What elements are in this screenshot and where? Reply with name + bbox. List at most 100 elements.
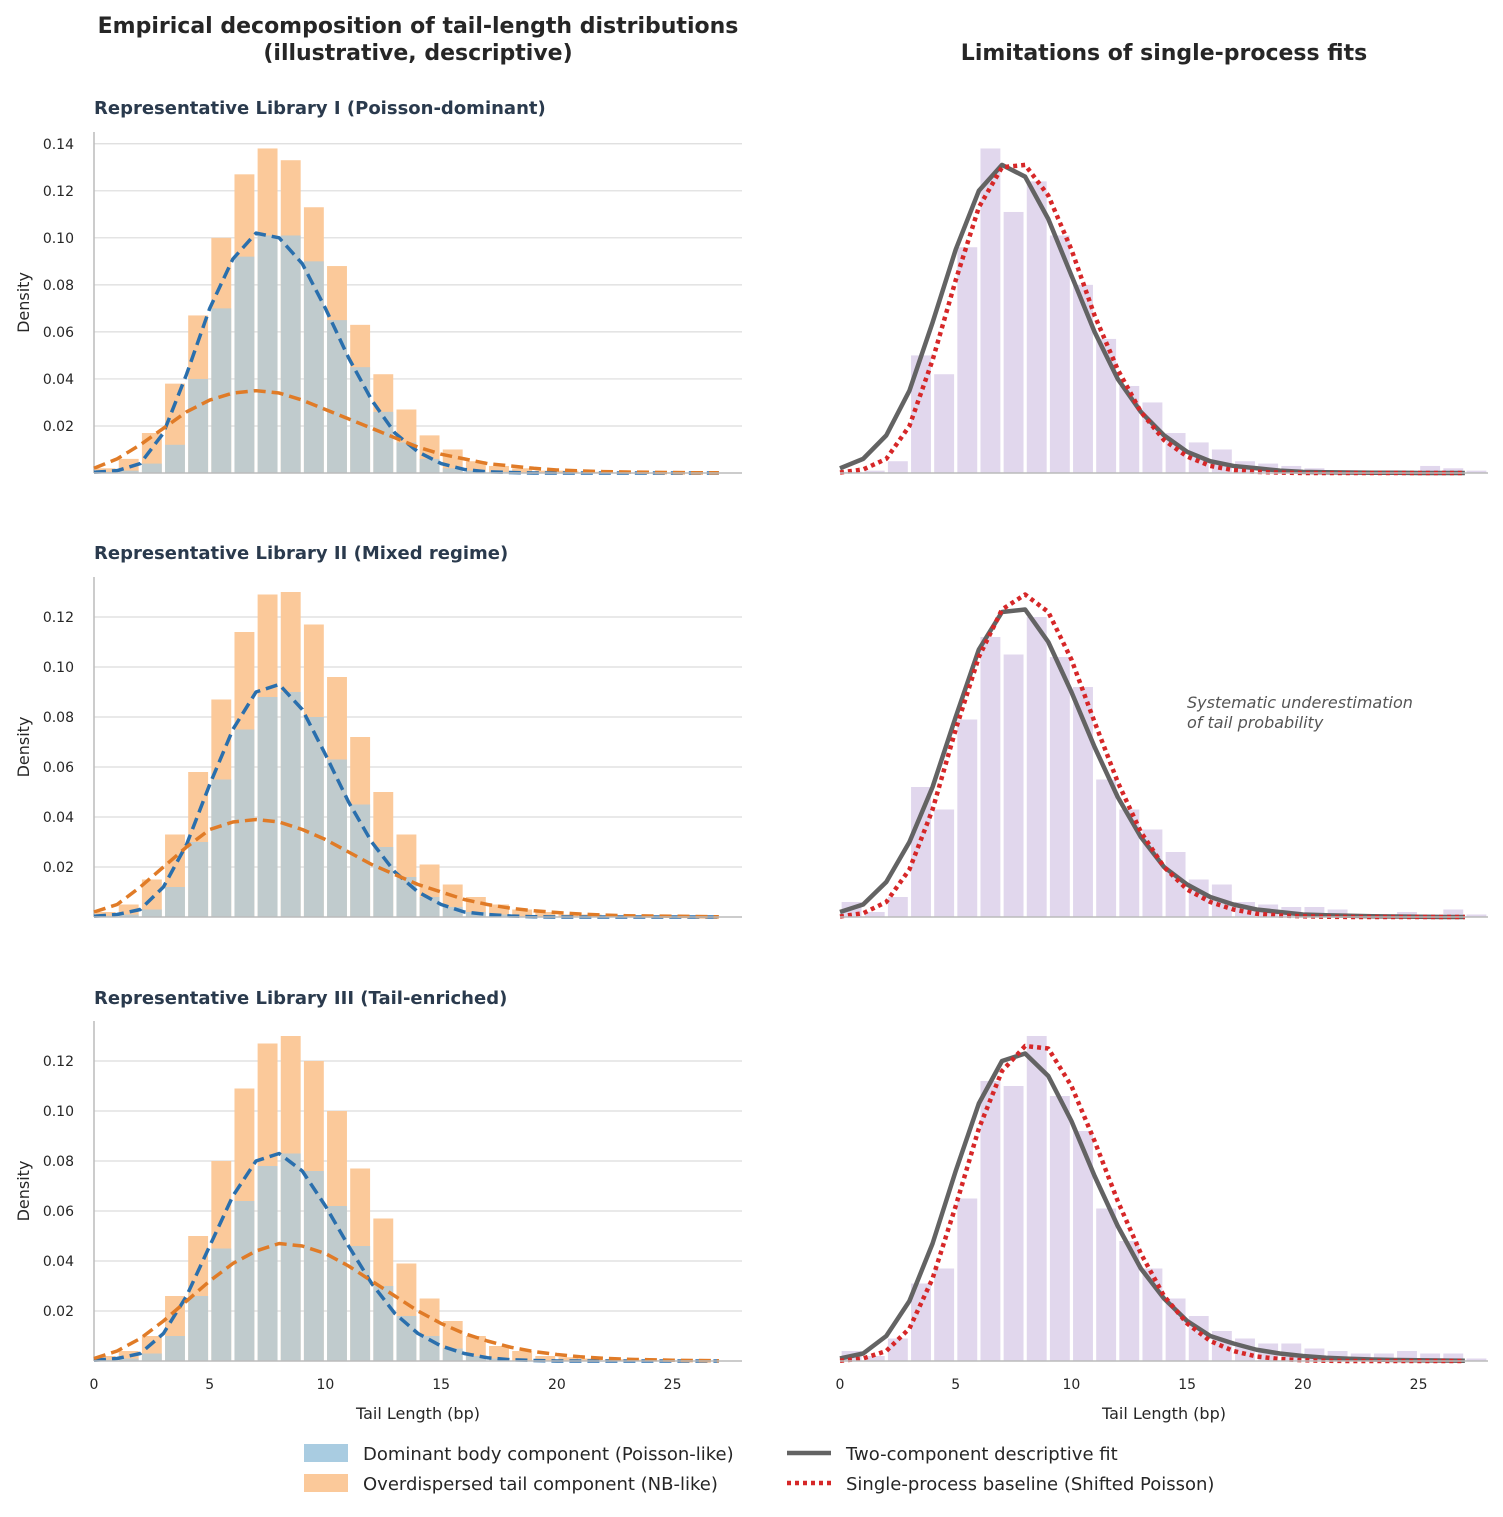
- body-bar: [419, 458, 440, 473]
- observed-bar: [864, 1356, 885, 1361]
- legend-body-label: Dominant body component (Poisson-like): [363, 1444, 734, 1465]
- observed-bar: [1073, 687, 1093, 917]
- y-tick-label: 0.08: [43, 710, 74, 726]
- x-tick-label: 15: [1178, 1377, 1196, 1393]
- body-bar: [165, 887, 185, 917]
- legend-tail-label: Overdispersed tail component (NB-like): [363, 1474, 718, 1495]
- body-bar: [465, 1356, 486, 1361]
- x-tick-label: 20: [1294, 1377, 1312, 1393]
- body-bar: [396, 442, 417, 473]
- x-tick-label: 25: [1410, 1377, 1428, 1393]
- observed-bar: [957, 247, 978, 473]
- body-bar: [188, 378, 209, 473]
- left-column-title-line2: (illustrative, descriptive): [263, 41, 572, 66]
- tail-bar: [465, 461, 486, 473]
- panel-title: Representative Library II (Mixed regime): [94, 543, 508, 564]
- observed-bar: [1373, 1353, 1394, 1361]
- body-bar: [234, 256, 255, 473]
- body-bar: [303, 717, 324, 917]
- body-bar: [327, 759, 347, 917]
- body-bar: [280, 692, 301, 917]
- tail-bar: [489, 465, 509, 473]
- body-bar: [350, 367, 371, 473]
- body-bar: [188, 842, 209, 917]
- observed-bar: [1026, 1036, 1047, 1361]
- observed-bar: [934, 809, 955, 917]
- observed-bar: [934, 1268, 955, 1361]
- tail-component-curve: [93, 817, 719, 919]
- x-tick-label: 10: [317, 1377, 335, 1393]
- observed-bar: [1073, 284, 1093, 473]
- observed-bar: [980, 148, 1001, 473]
- panel-library-2-decomposition: Representative Library II (Mixed regime)…: [14, 543, 742, 919]
- panel-library-2-fits: [839, 592, 1488, 920]
- y-tick-label: 0.04: [43, 372, 74, 388]
- tail-bar: [512, 1351, 533, 1361]
- observed-bar: [1443, 1353, 1464, 1361]
- panel-library-1-fits: [839, 148, 1488, 476]
- observed-bar: [887, 1338, 908, 1361]
- x-tick-label: 5: [951, 1377, 960, 1393]
- legend-body-swatch: [304, 1444, 348, 1462]
- observed-bar: [1443, 468, 1464, 473]
- observed-bar: [1466, 470, 1487, 473]
- observed-bar: [1003, 211, 1024, 473]
- body-bar: [442, 1348, 463, 1361]
- observed-bar: [887, 461, 908, 473]
- tail-bar: [512, 909, 533, 917]
- panel-library-3-fits: 0 5 10 15 20 25 Tail Length (bp): [836, 1036, 1488, 1423]
- observed-bar: [1304, 907, 1325, 917]
- body-bar: [280, 235, 301, 473]
- legend-single-process-label: Single-process baseline (Shifted Poisson…: [846, 1474, 1214, 1495]
- body-bar: [141, 909, 162, 917]
- legend: Dominant body component (Poisson-like) O…: [304, 1444, 1214, 1495]
- x-tick-label: 20: [548, 1377, 566, 1393]
- body-bar: [419, 897, 440, 917]
- observed-bar: [1420, 465, 1441, 473]
- body-bar: [118, 470, 139, 473]
- observed-bar: [980, 637, 1001, 917]
- observed-bar: [980, 1081, 1001, 1361]
- y-tick-label: 0.10: [43, 231, 74, 247]
- y-tick-label: 0.12: [43, 610, 74, 626]
- observed-bar: [1119, 809, 1140, 917]
- y-tick-label: 0.02: [43, 419, 74, 435]
- body-bar: [257, 697, 278, 917]
- body-bar: [165, 1336, 185, 1361]
- body-bar: [442, 907, 463, 917]
- observed-bar: [1119, 1241, 1140, 1361]
- observed-bar: [864, 470, 885, 473]
- y-tick-label: 0.10: [43, 660, 74, 676]
- body-bar: [257, 235, 278, 473]
- body-bar: [327, 1206, 347, 1361]
- right-column-title: Limitations of single-process fits: [961, 41, 1367, 66]
- tail-bar: [535, 912, 556, 917]
- observed-bar: [1049, 1096, 1070, 1361]
- tail-component-curve: [93, 388, 719, 475]
- y-tick-label: 0.02: [43, 1304, 74, 1320]
- observed-bar: [1003, 654, 1024, 917]
- x-tick-label: 0: [836, 1377, 845, 1393]
- x-tick-label: 10: [1063, 1377, 1081, 1393]
- body-bar: [257, 1166, 278, 1361]
- observed-bar: [934, 374, 955, 473]
- body-bar: [396, 1316, 417, 1361]
- y-tick-label: 0.06: [43, 1204, 74, 1220]
- y-tick-label: 0.04: [43, 1254, 74, 1270]
- tail-bar: [512, 468, 533, 473]
- annotation-line1: Systematic underestimation: [1187, 693, 1413, 712]
- y-tick-label: 0.12: [43, 1054, 74, 1070]
- observed-bar: [957, 1198, 978, 1361]
- body-bar: [211, 308, 232, 473]
- tail-bar: [489, 1346, 509, 1361]
- observed-bar: [1165, 852, 1186, 917]
- observed-bar: [1142, 829, 1163, 917]
- body-bar: [234, 729, 255, 917]
- observed-bar: [1142, 402, 1163, 473]
- body-bar: [442, 468, 463, 473]
- observed-bar: [911, 1283, 931, 1361]
- annotation-line2: of tail probability: [1187, 713, 1324, 732]
- x-tick-label: 0: [90, 1377, 99, 1393]
- tail-bar: [558, 1357, 579, 1361]
